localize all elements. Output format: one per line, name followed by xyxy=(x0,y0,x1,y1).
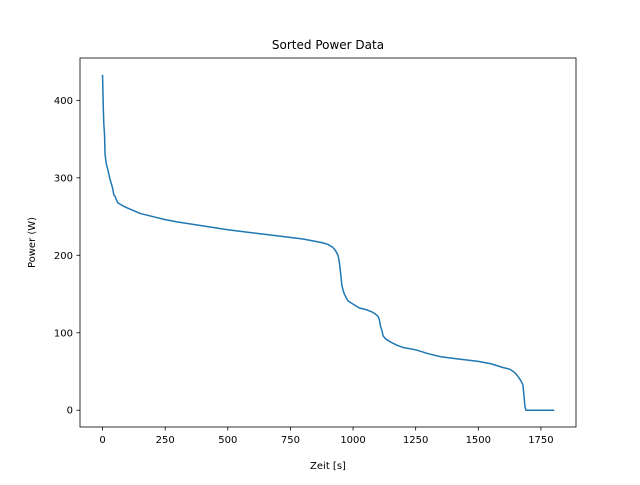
y-tick-label: 100 xyxy=(54,328,73,339)
x-tick-label: 250 xyxy=(156,435,175,446)
x-tick-label: 1250 xyxy=(403,435,428,446)
x-axis-label: Zeit [s] xyxy=(310,461,346,472)
plot-area xyxy=(80,58,576,427)
x-tick-label: 0 xyxy=(99,435,105,446)
y-axis-label: Power (W) xyxy=(27,217,38,268)
chart-title: Sorted Power Data xyxy=(272,38,384,52)
x-tick-label: 750 xyxy=(281,435,300,446)
y-tick-label: 400 xyxy=(54,96,73,107)
y-axis: 0 100 200 300 400 xyxy=(54,96,80,417)
x-tick-label: 500 xyxy=(218,435,237,446)
x-axis: 0 250 500 750 1000 1250 1500 1750 xyxy=(99,427,554,446)
plot-frame xyxy=(79,57,577,428)
x-tick-label: 1750 xyxy=(528,435,553,446)
x-tick-label: 1500 xyxy=(466,435,491,446)
x-tick-label: 1000 xyxy=(340,435,365,446)
y-tick-label: 200 xyxy=(54,251,73,262)
y-tick-label: 0 xyxy=(67,406,73,417)
series-layer xyxy=(101,74,555,411)
series-line-0 xyxy=(101,74,555,411)
y-tick-label: 300 xyxy=(54,173,73,184)
